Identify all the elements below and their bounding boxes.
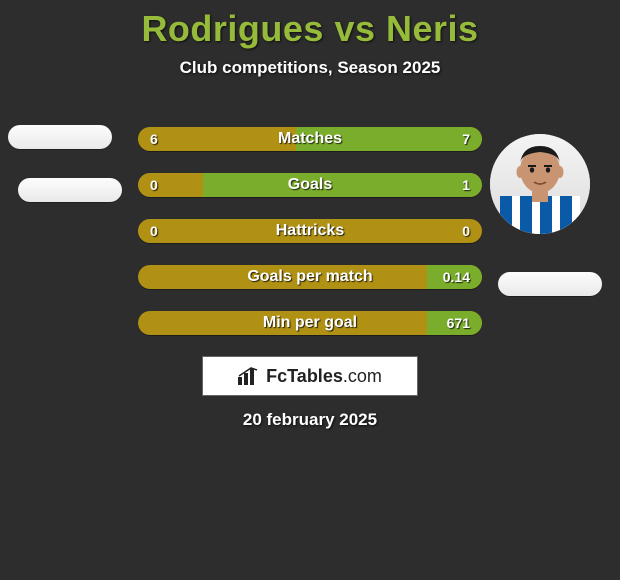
player-right-name-pill (498, 272, 602, 296)
comparison-card: Rodrigues vs Neris Club competitions, Se… (0, 0, 620, 580)
fctables-logo: FcTables.com (202, 356, 418, 396)
stat-row: Hattricks0 0 (138, 219, 482, 243)
stat-row: Matches6 7 (138, 127, 482, 151)
title-player-right: Neris (386, 8, 479, 49)
stat-value-right: 671 (447, 311, 470, 335)
logo-brand: FcTables (266, 366, 343, 386)
snapshot-date: 20 february 2025 (0, 410, 620, 430)
stat-label: Goals per match (138, 265, 482, 289)
stat-value-left: 0 (150, 219, 158, 243)
avatar-illustration (490, 134, 590, 234)
logo-text: FcTables.com (266, 366, 382, 387)
stat-value-right: 7 (462, 127, 470, 151)
title-vs: vs (324, 8, 386, 49)
player-left-name-pill-2 (18, 178, 122, 202)
stat-value-right: 1 (462, 173, 470, 197)
stat-label: Goals (138, 173, 482, 197)
stat-value-left: 0 (150, 173, 158, 197)
logo-suffix: .com (343, 366, 382, 386)
logo-wrap: FcTables.com 20 february 2025 (0, 356, 620, 430)
stat-value-left: 6 (150, 127, 158, 151)
stat-label: Min per goal (138, 311, 482, 335)
player-left-name-pill (8, 125, 112, 149)
stat-row: Min per goal671 (138, 311, 482, 335)
subtitle: Club competitions, Season 2025 (0, 58, 620, 78)
stat-label: Hattricks (138, 219, 482, 243)
stat-value-right: 0 (462, 219, 470, 243)
stat-value-right: 0.14 (443, 265, 470, 289)
stat-row: Goals0 1 (138, 173, 482, 197)
stat-bars: Matches67Goals01Hattricks00Goals per mat… (138, 127, 482, 357)
stat-label: Matches (138, 127, 482, 151)
player-right-avatar (490, 134, 590, 234)
page-title: Rodrigues vs Neris (0, 0, 620, 50)
stat-row: Goals per match0.14 (138, 265, 482, 289)
bar-chart-icon (238, 367, 260, 385)
title-player-left: Rodrigues (141, 8, 324, 49)
